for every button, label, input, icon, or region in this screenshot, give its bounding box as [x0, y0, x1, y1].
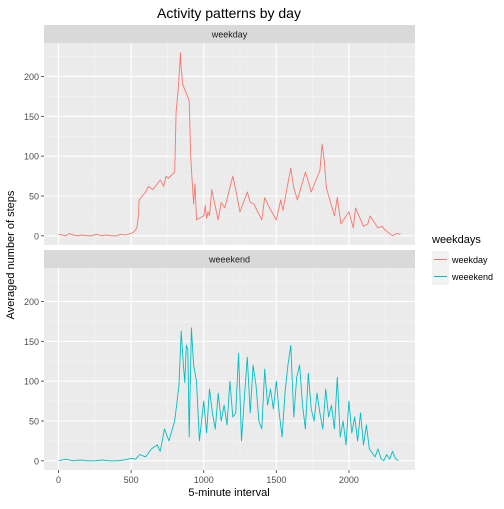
y-tick-label: 150 [24, 112, 39, 122]
panel-strip-weekday [44, 25, 415, 43]
panel-strip-label: weekday [211, 30, 248, 40]
y-tick-label: 200 [24, 72, 39, 82]
y-tick-label: 0 [34, 456, 39, 466]
legend: weekdays weekday weeekend [431, 234, 493, 285]
legend-item-label: weekday [451, 255, 488, 265]
y-tick-label: 50 [29, 191, 39, 201]
panel-background [44, 43, 415, 245]
y-tick-label: 100 [24, 377, 39, 387]
x-tick-label: 1500 [266, 475, 286, 485]
x-tick-label: 500 [124, 475, 139, 485]
legend-title: weekdays [431, 234, 481, 246]
panel-background [44, 268, 415, 470]
chart-title: Activity patterns by day [157, 5, 301, 21]
legend-item-weeekend: weeekend [432, 268, 493, 285]
panel-strip-weeekend [44, 250, 415, 268]
y-tick-label: 100 [24, 152, 39, 162]
series-line-weekday [58, 52, 401, 237]
y-tick-label: 150 [24, 337, 39, 347]
panel-strip-label: weeekend [208, 255, 250, 265]
y-axis-label: Averaged number of steps [5, 190, 17, 319]
panels-layer: weekday050100150200weeekend0501001502000… [24, 25, 415, 485]
x-tick-label: 2000 [339, 475, 359, 485]
series-line-weeekend [58, 327, 399, 462]
y-tick-label: 50 [29, 416, 39, 426]
x-axis-label: 5-minute interval [188, 487, 269, 499]
legend-item-label: weeekend [451, 272, 493, 282]
legend-items: weekday weeekend [432, 251, 493, 285]
y-tick-label: 200 [24, 297, 39, 307]
x-tick-label: 1000 [194, 475, 214, 485]
panel-weekday: weekday 0 50 100 150 200 [24, 25, 415, 245]
legend-item-weekday: weekday [432, 251, 488, 268]
x-tick-label: 0 [56, 475, 61, 485]
y-tick-label: 0 [34, 231, 39, 241]
